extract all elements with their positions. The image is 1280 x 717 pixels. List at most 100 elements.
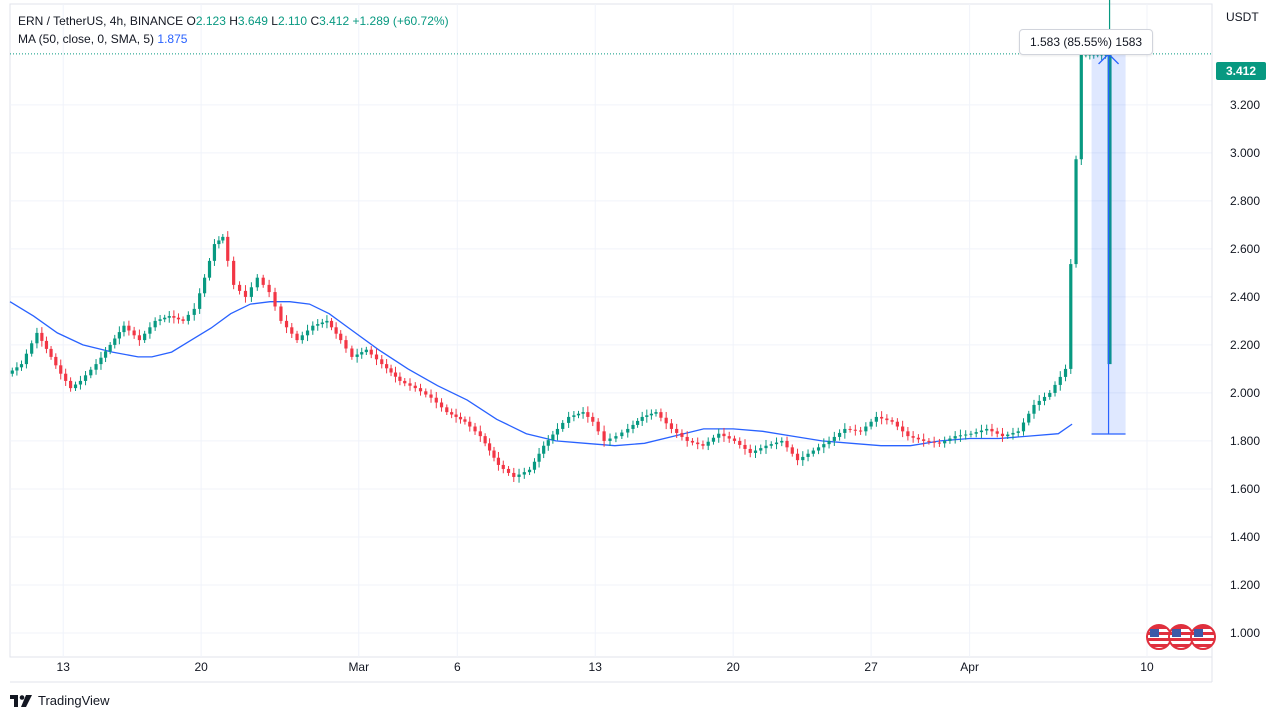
high-value: 3.649: [237, 14, 268, 28]
candle-body: [1042, 396, 1047, 401]
y-tick-label: 3.200: [1230, 98, 1260, 112]
candle-body: [649, 413, 653, 416]
candle-body: [325, 320, 329, 323]
measure-tool: [1091, 52, 1126, 435]
price-series-layer: [10, 0, 1112, 483]
candle-body: [94, 364, 98, 370]
candle-body: [176, 317, 181, 320]
axes: 1.000 1.200 1.400 1.600 1.800 2.000 2.200 2.400…: [10, 4, 1260, 683]
candle-body: [64, 373, 68, 381]
x-tick-label: 20: [194, 660, 208, 674]
candle-body: [764, 445, 768, 449]
candle-body: [614, 436, 618, 439]
events-markers: [1146, 624, 1216, 650]
x-tick-label: 10: [1140, 660, 1154, 674]
candle-body: [122, 325, 126, 333]
candle-body: [450, 412, 454, 415]
candle-body: [1027, 413, 1031, 423]
candle-body: [73, 384, 78, 389]
candle-body: [398, 376, 402, 381]
candle-body: [685, 436, 689, 441]
candle-body: [1006, 434, 1010, 437]
us-flag-icon[interactable]: [1190, 624, 1216, 650]
candle-body: [305, 330, 310, 336]
brand-name[interactable]: TradingView: [38, 693, 110, 708]
candle-body: [186, 314, 190, 321]
candle-body: [393, 372, 398, 377]
x-tick-label: 13: [57, 660, 71, 674]
open-label: O: [186, 14, 196, 28]
candle-body: [811, 450, 815, 454]
candle-body: [636, 420, 640, 425]
candle-body: [212, 244, 217, 261]
candle-body: [827, 440, 831, 445]
candle-body: [567, 416, 571, 423]
candle-body: [1053, 384, 1057, 393]
candle-body: [675, 428, 679, 433]
candle-body: [843, 428, 847, 433]
candle-body: [284, 320, 289, 328]
candle-body: [546, 440, 550, 446]
ma-label[interactable]: MA (50, close, 0, SMA, 5): [18, 32, 155, 46]
candle-body: [690, 440, 695, 443]
candle-body: [1011, 432, 1015, 435]
close-label: C: [310, 14, 320, 28]
candle-body: [620, 432, 624, 437]
candle-body: [221, 236, 225, 241]
candle-body: [1048, 392, 1052, 397]
candle-body: [78, 380, 83, 385]
candle-body: [403, 380, 407, 384]
candle-body: [181, 319, 185, 321]
candle-body: [659, 412, 663, 418]
candle-body: [158, 319, 162, 321]
candle-body: [969, 433, 973, 435]
candle-body: [255, 277, 259, 288]
candle-body: [1074, 159, 1078, 265]
candle-body: [990, 428, 994, 432]
candle-body: [137, 335, 141, 341]
y-tick-label: 1.800: [1230, 434, 1260, 448]
candle-body: [753, 450, 758, 453]
candle-body: [267, 284, 271, 293]
candle-body: [273, 292, 277, 307]
candle-body: [389, 368, 393, 373]
x-tick-label: 6: [454, 660, 461, 674]
low-label: L: [271, 14, 278, 28]
candle-body: [103, 351, 108, 358]
candle-body: [496, 457, 501, 465]
candle-body: [44, 340, 49, 349]
symbol-label[interactable]: ERN / TetherUS, 4h, BINANCE: [18, 14, 184, 28]
candle-body: [113, 338, 117, 345]
candle-body: [10, 370, 14, 374]
candle-body: [172, 316, 176, 318]
candle-body: [885, 418, 889, 421]
low-value: 2.110: [277, 14, 308, 28]
y-tick-label: 1.400: [1230, 530, 1260, 544]
tradingview-logo-icon: [10, 694, 32, 707]
candle-body: [795, 453, 800, 461]
candle-body: [35, 332, 39, 344]
candle-body: [572, 415, 576, 417]
candle-body: [512, 472, 516, 477]
candle-body: [906, 431, 910, 437]
x-tick-label: 13: [589, 660, 603, 674]
candle-body: [424, 391, 428, 395]
candle-body: [581, 412, 585, 414]
candle-body: [706, 441, 710, 446]
candle-body: [555, 428, 560, 435]
candle-body: [385, 364, 389, 369]
y-tick-label: 2.200: [1230, 338, 1260, 352]
candle-body: [995, 431, 999, 434]
open-value: 2.123: [195, 14, 226, 28]
candle-body: [320, 322, 324, 325]
candle-body: [24, 353, 29, 365]
candle-body: [790, 447, 794, 454]
spike-candle-body: [1107, 53, 1112, 365]
candle-body: [40, 332, 44, 341]
candle-body: [743, 444, 747, 449]
candle-body: [848, 428, 852, 430]
candle-body: [727, 436, 731, 439]
candle-body: [964, 434, 968, 436]
y-tick-label: 1.200: [1230, 578, 1260, 592]
